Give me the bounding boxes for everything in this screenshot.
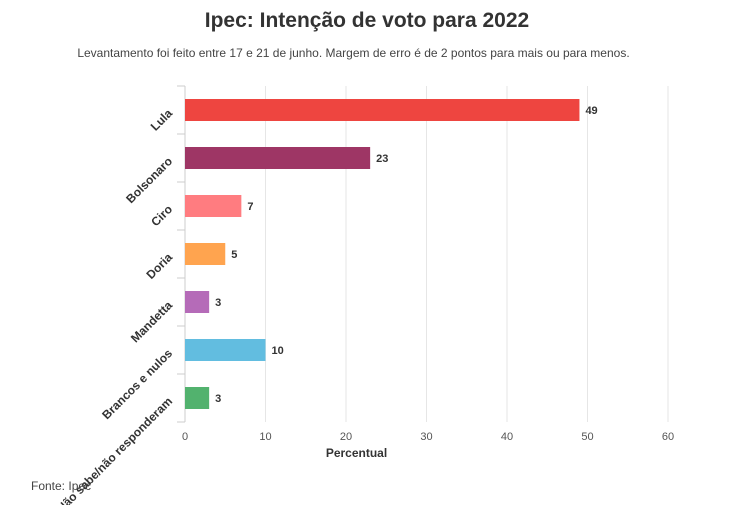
data-label: 49 — [585, 105, 597, 117]
x-tick-label: 60 — [662, 431, 674, 443]
x-axis-title: Percentual — [326, 446, 387, 460]
data-label: 3 — [215, 297, 221, 309]
bar — [185, 291, 210, 313]
x-tick-label: 40 — [501, 431, 513, 443]
bar — [185, 147, 371, 169]
category-label: Lula — [148, 106, 176, 134]
data-label: 7 — [247, 201, 253, 213]
bar — [185, 243, 226, 265]
data-label: 3 — [215, 393, 221, 405]
chart-subtitle: Levantamento foi feito entre 17 e 21 de … — [77, 46, 630, 60]
chart-title: Ipec: Intenção de voto para 2022 — [204, 9, 530, 32]
grid-lines — [265, 86, 669, 422]
x-tick-label: 10 — [259, 431, 271, 443]
source-note: Fonte: Ipec — [31, 479, 92, 493]
data-label: 5 — [231, 249, 237, 261]
category-label: Bolsonaro — [123, 154, 175, 206]
data-label: 10 — [272, 345, 284, 357]
bar — [185, 387, 210, 409]
x-tick-label: 30 — [420, 431, 432, 443]
bar — [185, 99, 580, 121]
y-axis — [177, 85, 186, 423]
bars: 49 23 7 5 3 10 3 — [185, 99, 598, 409]
bar — [185, 339, 266, 361]
bar — [185, 195, 242, 217]
data-label: 23 — [376, 153, 388, 165]
category-label: Doria — [144, 250, 176, 282]
x-tick-label: 50 — [581, 431, 593, 443]
x-tick-label: 0 — [182, 431, 188, 443]
category-label: Mandetta — [128, 298, 175, 345]
category-label: Ciro — [148, 202, 175, 229]
x-axis-ticks: 0 10 20 30 40 50 60 — [182, 431, 674, 443]
x-tick-label: 20 — [340, 431, 352, 443]
